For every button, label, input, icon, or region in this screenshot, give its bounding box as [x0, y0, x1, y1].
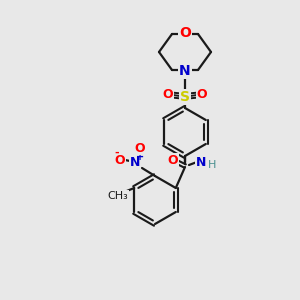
- Text: O: O: [168, 154, 178, 166]
- Text: O: O: [135, 142, 145, 154]
- Text: S: S: [180, 90, 190, 104]
- Text: N: N: [179, 64, 191, 78]
- Text: -: -: [115, 148, 119, 158]
- Text: +: +: [136, 152, 144, 162]
- Text: H: H: [208, 160, 216, 170]
- Text: O: O: [197, 88, 207, 101]
- Text: N: N: [130, 155, 140, 169]
- Text: O: O: [179, 26, 191, 40]
- Text: O: O: [163, 88, 173, 101]
- Text: O: O: [115, 154, 125, 166]
- Text: CH₃: CH₃: [108, 191, 129, 201]
- Text: N: N: [196, 155, 206, 169]
